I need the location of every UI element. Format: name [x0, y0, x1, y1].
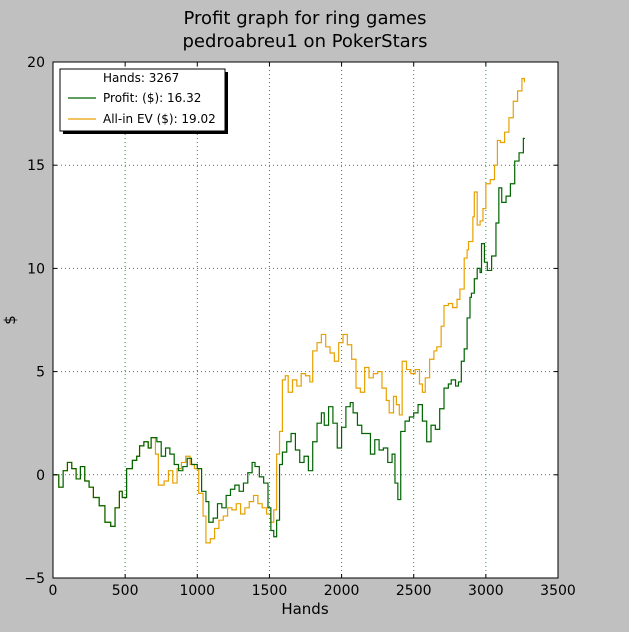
- x-tick-label: 1500: [252, 583, 288, 599]
- series-layer: [53, 77, 525, 544]
- y-tick-label: −5: [24, 571, 45, 587]
- y-axis-label: $: [1, 315, 19, 325]
- legend-header: Hands: 3267: [103, 71, 179, 85]
- x-tick-label: 2000: [324, 583, 360, 599]
- x-tick-label: 500: [112, 583, 139, 599]
- x-tick-label: 3000: [468, 583, 504, 599]
- legend-box: [59, 68, 226, 132]
- y-tick-label: 10: [27, 261, 45, 277]
- x-tick-label: 3500: [540, 583, 576, 599]
- legend: Hands: 3267 Profit: ($): 16.32 All-in EV…: [59, 68, 228, 134]
- grid-lines: [53, 62, 558, 578]
- legend-label-allin-ev: All-in EV ($): 19.02: [103, 112, 216, 126]
- plot-area: [52, 61, 559, 579]
- x-tick-label: 2500: [396, 583, 432, 599]
- y-tick-label: 20: [27, 55, 45, 71]
- x-tick-label: 1000: [179, 583, 215, 599]
- x-tick-label: 0: [49, 583, 58, 599]
- series-line-profit: [53, 137, 525, 538]
- x-axis-label: Hands: [281, 600, 328, 618]
- chart-title: Profit graph for ring games: [184, 8, 427, 29]
- y-tick-label: 5: [36, 365, 45, 381]
- y-tick-label: 0: [36, 468, 45, 484]
- y-tick-label: 15: [27, 158, 45, 174]
- legend-label-profit: Profit: ($): 16.32: [103, 91, 201, 105]
- chart-subtitle: pedroabreu1 on PokerStars: [183, 31, 428, 52]
